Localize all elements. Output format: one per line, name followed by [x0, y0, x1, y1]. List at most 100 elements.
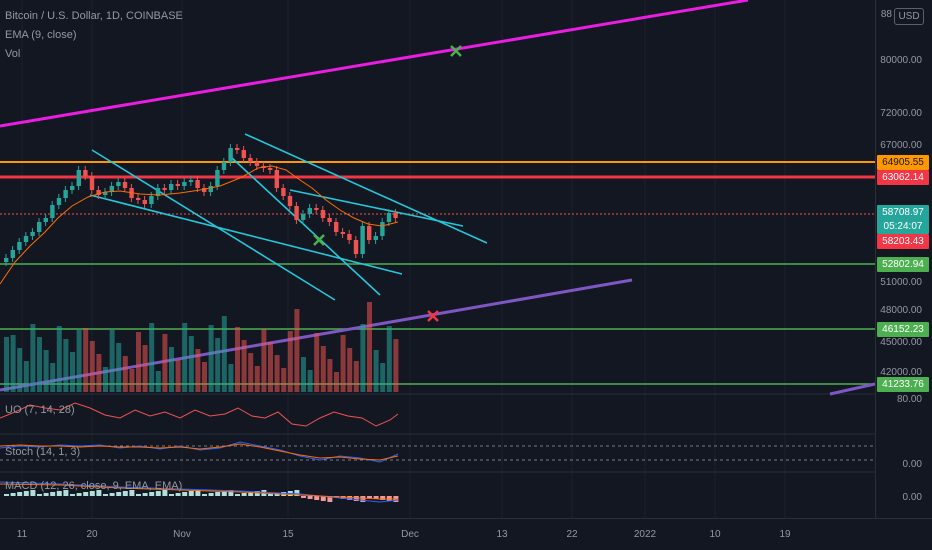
volume-bar	[241, 340, 247, 392]
macd-hist-bar	[17, 492, 23, 496]
macd-hist-bar	[149, 492, 155, 496]
pane-separators	[0, 393, 875, 473]
volume-bar	[83, 328, 89, 392]
macd-hist-bar	[109, 493, 115, 496]
price-tick: 42000.00	[880, 367, 922, 378]
stoch-pane-label[interactable]: Stoch (14, 1, 3)	[5, 446, 81, 458]
macd-hist-bar	[307, 496, 313, 499]
volume-bar	[155, 371, 161, 392]
volume-bar	[195, 349, 201, 392]
magenta-trendline[interactable]	[0, 0, 749, 128]
volume-bar	[10, 335, 16, 392]
volume-legend[interactable]: Vol	[5, 48, 21, 60]
macd-pane-label[interactable]: MACD (12, 26, close, 9, EMA, EMA)	[5, 480, 183, 492]
time-tick: 20	[86, 529, 98, 540]
time-tick: 19	[779, 529, 791, 540]
candle-body	[208, 186, 213, 192]
candle-body	[314, 208, 319, 210]
macd-hist-bar	[301, 496, 306, 498]
macd-hist-bar	[96, 490, 102, 496]
candle-body	[307, 208, 312, 214]
candle-body	[235, 148, 240, 150]
macd-hist-bar	[162, 490, 168, 496]
symbol-legend[interactable]: Bitcoin / U.S. Dollar, 1D, COINBASE	[5, 10, 183, 22]
candle-body	[254, 162, 260, 166]
candle-body	[367, 226, 372, 240]
macd-hist-bar	[4, 494, 9, 496]
macd-hist-bar	[122, 491, 128, 496]
volume-bar	[109, 330, 115, 392]
macd-hist-bar	[373, 496, 379, 499]
volume-bar	[142, 345, 148, 392]
price-tick: 80000.00	[880, 55, 922, 66]
candle-body	[56, 198, 62, 205]
macd-hist-bar	[83, 492, 89, 496]
volume-bar	[23, 361, 29, 392]
macd-hist-bar	[155, 491, 161, 496]
volume-bar	[122, 356, 128, 392]
volume-bar	[169, 347, 174, 392]
volume-bar	[50, 363, 56, 392]
macd-hist-bar	[30, 490, 36, 496]
price-tag-current: 58708.97	[877, 205, 929, 220]
volume-bar	[188, 336, 194, 392]
volume-bar	[347, 348, 353, 392]
candle-body	[50, 205, 55, 218]
macd-hist-bar	[221, 491, 227, 496]
macd-hist-bar	[195, 490, 201, 496]
volume-bar	[373, 350, 379, 392]
macd-hist-bar	[235, 494, 240, 496]
volume-bar	[202, 362, 207, 392]
volume-bar	[103, 367, 108, 392]
volume-bar	[76, 330, 82, 392]
candle-body	[281, 188, 286, 196]
macd-hist-bar	[254, 491, 260, 496]
candle-body	[4, 258, 9, 262]
uo-pane-label[interactable]: UO (7, 14, 28)	[5, 404, 75, 416]
macd-hist-bar	[367, 496, 372, 498]
volume-bar	[254, 366, 260, 392]
candle-body	[37, 222, 42, 232]
channel-lines[interactable]	[89, 133, 488, 301]
candle-body	[155, 188, 161, 196]
currency-button[interactable]: USD	[894, 8, 924, 25]
macd-hist-bar	[360, 496, 366, 502]
candle-body	[320, 210, 326, 218]
candle-body	[83, 170, 88, 176]
candle-body	[136, 198, 141, 200]
candle-body	[340, 232, 345, 234]
macd-hist-bar	[353, 496, 359, 501]
candle-body	[360, 226, 365, 254]
price-tick: 51000.00	[880, 277, 922, 288]
price-tag-41233: 41233.76	[877, 377, 929, 392]
green-x-marker-top	[450, 45, 462, 57]
macd-hist-bar	[188, 491, 194, 496]
candle-body	[241, 150, 246, 158]
candle-body	[149, 196, 154, 204]
volume-bar	[56, 326, 62, 392]
candle-body	[301, 214, 306, 220]
volume-bar	[281, 368, 287, 392]
purple-trendline-right[interactable]	[829, 382, 876, 396]
macd-hist-bar	[43, 493, 49, 496]
ema-legend[interactable]: EMA (9, close)	[5, 29, 77, 41]
time-tick: 22	[566, 529, 578, 540]
macd-hist-bar	[23, 491, 29, 496]
candle-body	[268, 168, 273, 170]
price-axis-border	[875, 0, 876, 518]
time-tick: 15	[282, 529, 294, 540]
macd-hist-bar	[294, 490, 300, 496]
volume-bar	[314, 333, 320, 392]
candle-body	[103, 192, 108, 195]
price-tag-63062: 63062.14	[877, 170, 929, 185]
candle-body	[175, 184, 180, 186]
macd-hist-bar	[182, 492, 188, 496]
candle-body	[287, 196, 293, 206]
macd-hist-bar	[103, 494, 108, 496]
candle-body	[169, 184, 174, 190]
macd-hist-bar	[241, 493, 247, 496]
volume-bar	[327, 359, 333, 392]
price-tag-countdown: 05:24:07	[877, 219, 929, 234]
macd-hist-bar	[10, 493, 16, 496]
